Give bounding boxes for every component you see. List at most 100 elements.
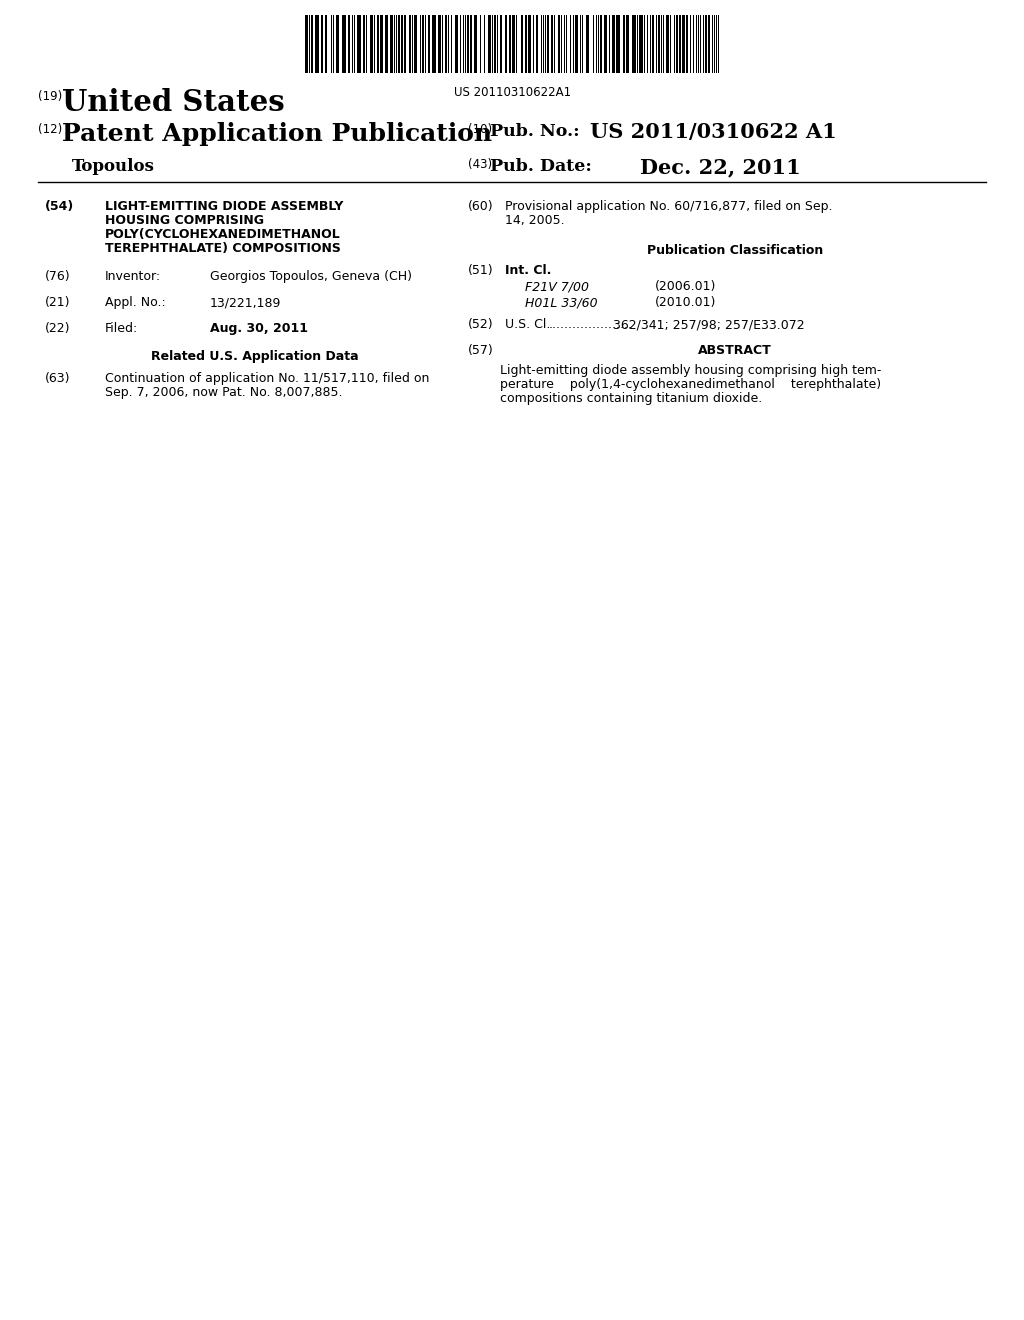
Bar [414,15,417,73]
Text: Appl. No.:: Appl. No.: [105,296,166,309]
Bar [380,15,383,73]
Bar [438,15,441,73]
Text: Dec. 22, 2011: Dec. 22, 2011 [640,157,801,177]
Bar [467,15,469,73]
Bar [311,15,313,73]
Bar [575,15,578,73]
Text: Continuation of application No. 11/517,110, filed on: Continuation of application No. 11/517,1… [105,372,429,385]
Text: (43): (43) [468,158,493,172]
Bar [521,15,523,73]
Bar [342,15,346,73]
Text: Pub. Date:: Pub. Date: [490,158,592,176]
Bar [336,15,339,73]
Text: Related U.S. Application Data: Related U.S. Application Data [152,350,358,363]
Bar [325,15,327,73]
Text: Inventor:: Inventor: [105,271,161,282]
Text: Sep. 7, 2006, now Pat. No. 8,007,885.: Sep. 7, 2006, now Pat. No. 8,007,885. [105,385,342,399]
Bar [586,15,589,73]
Text: Int. Cl.: Int. Cl. [505,264,551,277]
Bar [315,15,319,73]
Text: (51): (51) [468,264,494,277]
Text: US 2011/0310622 A1: US 2011/0310622 A1 [590,121,837,143]
Text: US 20110310622A1: US 20110310622A1 [454,86,571,99]
Bar [705,15,707,73]
Bar [385,15,388,73]
Text: (19): (19) [38,90,62,103]
Text: POLY(CYCLOHEXANEDIMETHANOL: POLY(CYCLOHEXANEDIMETHANOL [105,228,341,242]
Bar [390,15,393,73]
Text: 13/221,189: 13/221,189 [210,296,282,309]
Text: United States: United States [62,88,285,117]
Text: ABSTRACT: ABSTRACT [698,345,772,356]
Text: perature    poly(1,4-cyclohexanedimethanol    terephthalate): perature poly(1,4-cyclohexanedimethanol … [500,378,881,391]
Text: Aug. 30, 2011: Aug. 30, 2011 [210,322,308,335]
Text: .....................: ..................... [549,318,633,331]
Bar [616,15,620,73]
Text: (21): (21) [45,296,71,309]
Bar [494,15,496,73]
Bar [470,15,472,73]
Bar [362,15,365,73]
Bar [528,15,531,73]
Bar [666,15,669,73]
Text: H01L 33/60: H01L 33/60 [525,296,598,309]
Bar [536,15,538,73]
Bar [428,15,430,73]
Text: (63): (63) [45,372,71,385]
Bar [445,15,447,73]
Bar [558,15,560,73]
Text: Provisional application No. 60/716,877, filed on Sep.: Provisional application No. 60/716,877, … [505,201,833,213]
Text: Publication Classification: Publication Classification [647,244,823,257]
Bar [658,15,660,73]
Bar [652,15,654,73]
Bar [409,15,411,73]
Text: (10): (10) [468,123,493,136]
Bar [488,15,490,73]
Bar [455,15,458,73]
Text: (52): (52) [468,318,494,331]
Bar [676,15,678,73]
Bar [377,15,379,73]
Bar [398,15,400,73]
Bar [547,15,549,73]
Bar [505,15,507,73]
Text: (2010.01): (2010.01) [655,296,717,309]
Bar [305,15,308,73]
Text: Filed:: Filed: [105,322,138,335]
Bar [623,15,625,73]
Text: (2006.01): (2006.01) [655,280,717,293]
Bar [686,15,688,73]
Text: (76): (76) [45,271,71,282]
Text: (54): (54) [45,201,75,213]
Text: 14, 2005.: 14, 2005. [505,214,564,227]
Bar [401,15,403,73]
Bar [348,15,350,73]
Bar [404,15,406,73]
Text: U.S. Cl.: U.S. Cl. [505,318,550,331]
Bar [422,15,424,73]
Text: Patent Application Publication: Patent Application Publication [62,121,493,147]
Bar [632,15,636,73]
Bar [682,15,685,73]
Bar [679,15,681,73]
Text: (57): (57) [468,345,494,356]
Text: Pub. No.:: Pub. No.: [490,123,580,140]
Bar [500,15,502,73]
Bar [639,15,643,73]
Bar [600,15,602,73]
Bar [512,15,515,73]
Bar [321,15,323,73]
Bar [626,15,629,73]
Text: (60): (60) [468,201,494,213]
Bar [612,15,615,73]
Text: Topoulos: Topoulos [72,158,155,176]
Text: 362/341; 257/98; 257/E33.072: 362/341; 257/98; 257/E33.072 [613,318,805,331]
Text: HOUSING COMPRISING: HOUSING COMPRISING [105,214,264,227]
Bar [708,15,710,73]
Bar [474,15,477,73]
Bar [525,15,527,73]
Bar [370,15,373,73]
Text: (12): (12) [38,123,62,136]
Bar [604,15,607,73]
Text: Light-emitting diode assembly housing comprising high tem-: Light-emitting diode assembly housing co… [500,364,882,378]
